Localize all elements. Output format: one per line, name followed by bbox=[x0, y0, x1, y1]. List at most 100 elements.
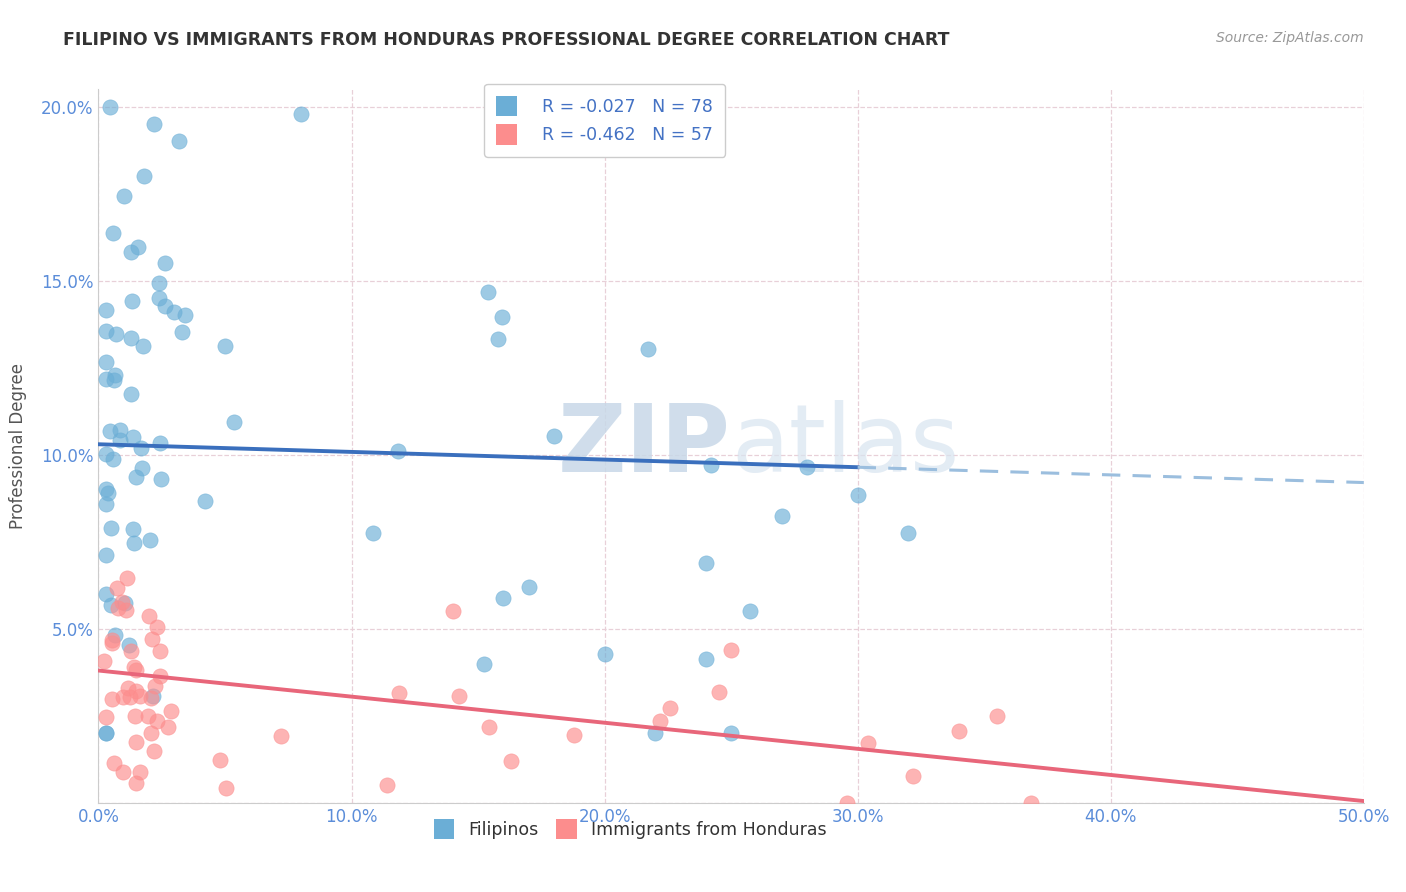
Point bbox=[94, 726, 117, 740]
Point bbox=[472, 657, 495, 671]
Point bbox=[104, 368, 127, 383]
Point bbox=[125, 776, 148, 790]
Point bbox=[120, 643, 142, 657]
Point bbox=[441, 604, 464, 618]
Point bbox=[986, 708, 1008, 723]
Point bbox=[796, 460, 818, 475]
Point bbox=[835, 796, 858, 810]
Point bbox=[159, 704, 181, 718]
Point bbox=[169, 135, 191, 149]
Point bbox=[170, 325, 193, 339]
Point bbox=[104, 326, 127, 341]
Point bbox=[449, 689, 471, 703]
Point bbox=[709, 685, 731, 699]
Point bbox=[492, 591, 515, 605]
Point bbox=[149, 644, 172, 658]
Point bbox=[125, 683, 148, 698]
Point bbox=[720, 642, 742, 657]
Point bbox=[146, 620, 169, 634]
Point bbox=[141, 726, 163, 740]
Point bbox=[491, 310, 513, 324]
Point bbox=[143, 117, 166, 131]
Point bbox=[543, 429, 565, 443]
Point bbox=[120, 386, 142, 401]
Point bbox=[94, 303, 117, 318]
Point bbox=[122, 535, 145, 549]
Point bbox=[644, 726, 666, 740]
Point bbox=[222, 415, 245, 429]
Point bbox=[478, 720, 501, 734]
Point bbox=[700, 458, 723, 472]
Point bbox=[112, 764, 135, 779]
Point bbox=[112, 189, 135, 203]
Point bbox=[125, 735, 148, 749]
Point bbox=[637, 342, 659, 356]
Point bbox=[562, 728, 585, 742]
Point bbox=[156, 720, 179, 734]
Point bbox=[142, 689, 165, 703]
Point bbox=[148, 276, 170, 290]
Point bbox=[659, 701, 682, 715]
Y-axis label: Professional Degree: Professional Degree bbox=[10, 363, 27, 529]
Point bbox=[153, 255, 176, 269]
Point bbox=[124, 663, 146, 677]
Point bbox=[108, 433, 131, 447]
Text: FILIPINO VS IMMIGRANTS FROM HONDURAS PROFESSIONAL DEGREE CORRELATION CHART: FILIPINO VS IMMIGRANTS FROM HONDURAS PRO… bbox=[63, 31, 950, 49]
Point bbox=[215, 781, 238, 796]
Point bbox=[101, 451, 124, 466]
Point bbox=[129, 689, 152, 703]
Point bbox=[948, 724, 970, 739]
Point bbox=[136, 709, 159, 723]
Legend: Filipinos, Immigrants from Honduras: Filipinos, Immigrants from Honduras bbox=[425, 810, 835, 847]
Point bbox=[517, 581, 540, 595]
Point bbox=[142, 743, 165, 757]
Point bbox=[94, 482, 117, 496]
Point bbox=[94, 355, 117, 369]
Point bbox=[114, 596, 136, 610]
Point bbox=[121, 294, 143, 309]
Point bbox=[149, 472, 172, 486]
Point bbox=[740, 604, 762, 618]
Point bbox=[846, 488, 869, 502]
Point bbox=[163, 304, 186, 318]
Point bbox=[214, 338, 236, 352]
Point bbox=[101, 691, 124, 706]
Point bbox=[117, 681, 139, 695]
Point bbox=[648, 714, 671, 728]
Point bbox=[897, 526, 920, 541]
Point bbox=[208, 753, 231, 767]
Point bbox=[94, 548, 117, 562]
Point bbox=[122, 660, 145, 674]
Point bbox=[108, 423, 131, 437]
Text: atlas: atlas bbox=[731, 400, 959, 492]
Point bbox=[98, 100, 121, 114]
Point bbox=[149, 436, 172, 450]
Point bbox=[103, 373, 125, 387]
Point bbox=[132, 169, 155, 183]
Point bbox=[145, 714, 167, 728]
Point bbox=[94, 372, 117, 386]
Point bbox=[388, 686, 411, 700]
Point bbox=[377, 778, 399, 792]
Point bbox=[120, 331, 142, 345]
Point bbox=[499, 755, 522, 769]
Point bbox=[101, 226, 124, 240]
Point bbox=[270, 729, 292, 743]
Point bbox=[94, 726, 117, 740]
Point bbox=[173, 308, 195, 322]
Point bbox=[98, 424, 121, 438]
Point bbox=[111, 595, 134, 609]
Point bbox=[903, 769, 925, 783]
Point bbox=[118, 638, 141, 652]
Point bbox=[486, 332, 509, 346]
Point bbox=[103, 628, 125, 642]
Point bbox=[477, 285, 499, 300]
Point bbox=[149, 668, 172, 682]
Point bbox=[115, 603, 138, 617]
Text: ZIP: ZIP bbox=[558, 400, 731, 492]
Point bbox=[94, 587, 117, 601]
Point bbox=[131, 461, 153, 475]
Text: Source: ZipAtlas.com: Source: ZipAtlas.com bbox=[1216, 31, 1364, 45]
Point bbox=[155, 299, 177, 313]
Point bbox=[143, 679, 166, 693]
